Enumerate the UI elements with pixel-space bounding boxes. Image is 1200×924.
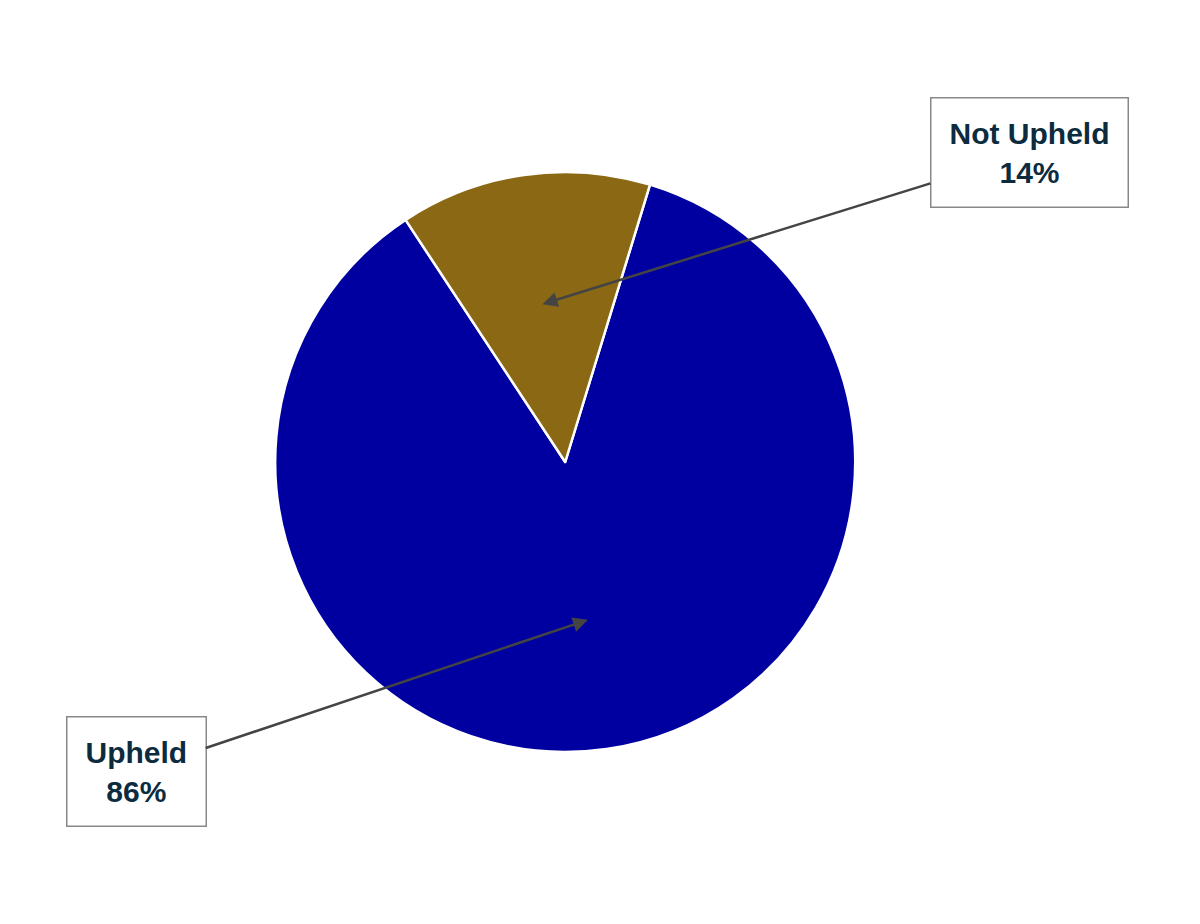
svg-text:Not Upheld14%: Not Upheld14% bbox=[950, 117, 1110, 189]
svg-text:Upheld86%: Upheld86% bbox=[86, 736, 188, 808]
